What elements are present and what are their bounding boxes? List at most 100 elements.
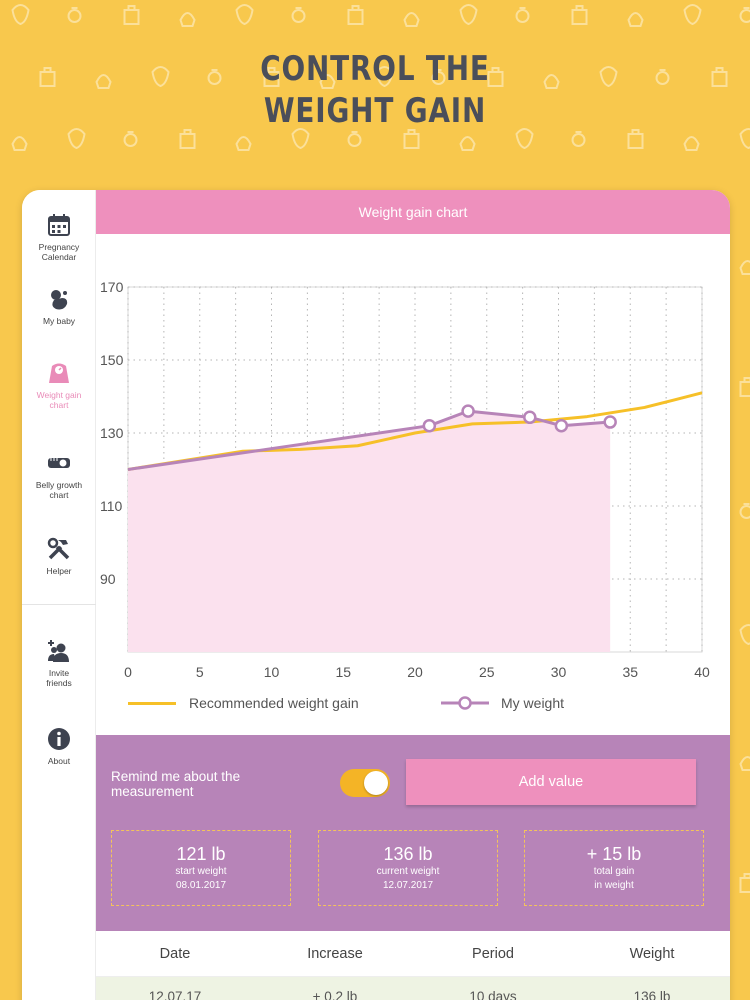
- stat-label-2: in weight: [594, 880, 634, 891]
- stat-label: start weight: [175, 866, 227, 877]
- y-tick-label: 110: [100, 498, 123, 514]
- stat-value: 136 lb: [383, 844, 433, 864]
- cell-date: 12.07.17: [148, 989, 202, 1000]
- background-doodle: [151, 66, 170, 88]
- sidebar-label: Belly growth: [35, 480, 83, 490]
- headline-line-1: CONTROL THE: [260, 49, 490, 89]
- my-weight-line: [127, 409, 611, 471]
- y-tick-label: 90: [100, 571, 116, 587]
- my-weight-point: [422, 418, 437, 433]
- stat-start-weight: 121 lb start weight 08.01.2017: [111, 830, 291, 906]
- background-doodle: [403, 129, 420, 149]
- tools-icon: [47, 537, 70, 560]
- sidebar-item-helper[interactable]: Helper: [22, 536, 96, 576]
- background-doodle: [207, 69, 222, 85]
- background-doodle: [739, 624, 750, 646]
- remind-line-2: measurement: [111, 784, 194, 799]
- background-doodle: [67, 128, 86, 150]
- background-doodle: [459, 136, 476, 151]
- background-doodle: [739, 377, 750, 397]
- sidebar-label: Pregnancy: [38, 242, 80, 252]
- stat-label: current weight: [376, 866, 440, 877]
- toggle-knob: [364, 771, 388, 795]
- stat-label: total gain: [593, 866, 635, 877]
- y-tick-label: 170: [100, 279, 124, 295]
- stat-value: + 15 lb: [586, 844, 642, 864]
- background-doodle: [683, 4, 702, 26]
- background-doodle: [179, 12, 196, 27]
- background-doodle: [739, 260, 750, 275]
- sidebar-item-weight-gain-chart[interactable]: Weight gain chart: [22, 360, 96, 410]
- background-doodle: [291, 128, 310, 150]
- column-header-date: Date: [159, 946, 191, 962]
- background-doodle: [95, 74, 112, 89]
- background-doodle: [627, 12, 644, 27]
- background-doodle: [123, 5, 140, 25]
- my-weight-point: [603, 415, 617, 429]
- legend-my-weight-label: My weight: [501, 695, 565, 711]
- my-weight-point: [461, 404, 475, 418]
- background-doodle: [67, 7, 82, 23]
- sidebar-label: chart: [49, 400, 69, 410]
- column-header-period: Period: [472, 946, 514, 962]
- background-doodle: [291, 7, 306, 23]
- background-doodle: [655, 69, 670, 85]
- sidebar-item-my-baby[interactable]: My baby: [22, 286, 96, 326]
- sidebar-label: friends: [46, 678, 72, 688]
- controls-panel: Remind me about the measurement Add valu…: [96, 735, 730, 931]
- scale-icon: [49, 363, 69, 383]
- remind-line-1: Remind me about the: [111, 769, 241, 784]
- background-doodle: [571, 5, 588, 25]
- background-doodle: [739, 873, 750, 893]
- background-doodle: [627, 129, 644, 149]
- app-card: Pregnancy Calendar My baby Weight gain c…: [22, 190, 730, 1000]
- sidebar-label: Invite: [48, 668, 70, 678]
- legend-recommended-swatch: [128, 702, 176, 705]
- column-header-increase: Increase: [307, 946, 363, 962]
- legend-recommended-label: Recommended weight gain: [189, 695, 359, 711]
- background-doodle: [711, 67, 728, 87]
- remind-toggle[interactable]: [340, 769, 390, 797]
- background-doodle: [235, 136, 252, 151]
- column-header-weight: Weight: [629, 946, 675, 962]
- x-tick-label: 0: [124, 664, 132, 680]
- add-value-button[interactable]: Add value: [406, 759, 696, 805]
- background-doodle: [515, 128, 534, 150]
- y-tick-label: 130: [100, 425, 124, 441]
- x-tick-label: 30: [551, 664, 567, 680]
- sidebar-label: My baby: [42, 316, 76, 326]
- y-tick-label: 150: [100, 352, 124, 368]
- x-tick-label: 5: [196, 664, 204, 680]
- sidebar-item-pregnancy-calendar[interactable]: Pregnancy Calendar: [22, 212, 96, 262]
- sidebar-item-about[interactable]: About: [22, 726, 96, 766]
- background-doodle: [599, 66, 618, 88]
- sidebar-item-invite-friends[interactable]: Invite friends: [22, 638, 96, 688]
- history-table-header: Date Increase Period Weight: [96, 931, 730, 977]
- table-row[interactable]: 12.07.17 + 0.2 lb 10 days 136 lb: [96, 977, 730, 1000]
- sidebar-label: Helper: [46, 566, 72, 576]
- background-doodle: [459, 4, 478, 26]
- stat-value: 121 lb: [176, 844, 226, 864]
- sidebar-label: About: [47, 756, 71, 766]
- x-tick-label: 15: [335, 664, 351, 680]
- my-weight-area: [128, 411, 611, 652]
- background-doodle: [39, 67, 56, 87]
- tape-measure-icon: [48, 458, 70, 468]
- background-doodle: [235, 4, 254, 26]
- info-icon: [48, 728, 70, 750]
- weight-chart: 90 110 130 150 170 0 5 10 15 20 25 30 35 40 Recommend…: [96, 234, 730, 735]
- stat-total-gain: + 15 lb total gain in weight: [524, 830, 704, 906]
- background-doodle: [11, 136, 28, 151]
- legend-my-weight-swatch: [441, 696, 489, 710]
- remind-text: Remind me about the measurement: [111, 769, 291, 799]
- invite-friends-icon: [48, 640, 69, 662]
- background-doodle: [431, 69, 446, 85]
- background-doodle: [179, 129, 196, 149]
- sidebar-item-belly-growth-chart[interactable]: Belly growth chart: [22, 450, 96, 500]
- background-doodle: [403, 12, 420, 27]
- my-weight-point: [554, 418, 569, 433]
- sidebar: Pregnancy Calendar My baby Weight gain c…: [22, 190, 96, 1000]
- background-doodle: [739, 128, 750, 150]
- headline: CONTROL THE WEIGHT GAIN: [68, 48, 683, 132]
- background-doodle: [263, 67, 280, 87]
